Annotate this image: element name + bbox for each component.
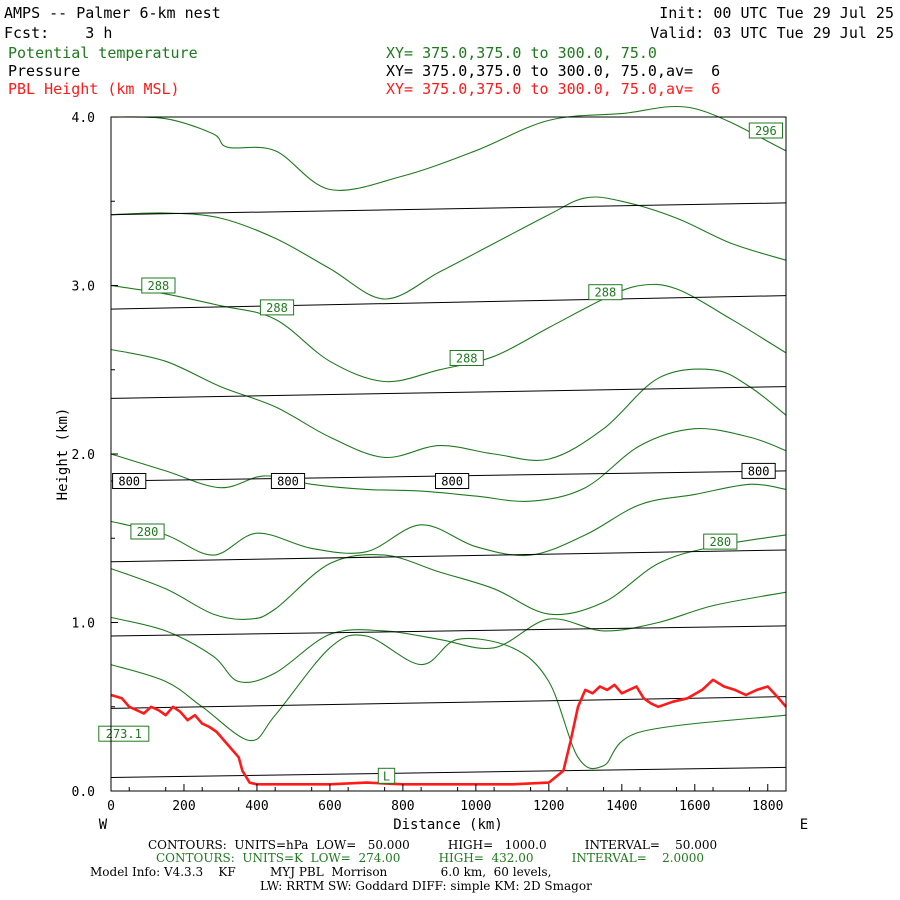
y-tick-label-3: 3.0 [72, 280, 95, 295]
theta-contour-3 [110, 348, 787, 461]
theta-label-2-box [259, 299, 295, 316]
theta-label-1: 288 [148, 279, 170, 293]
theta-label-4-box [588, 284, 623, 301]
pressure-contour-0 [110, 766, 787, 778]
x-tick-label-0: 0 [107, 799, 115, 814]
x-tick-label-9: 1800 [752, 799, 783, 814]
field-pbl-name: PBL Height (km MSL) [8, 80, 180, 98]
theta-contour-5 [110, 483, 787, 557]
theta-contour-1 [110, 196, 787, 300]
x-tick-label-1: 200 [172, 799, 195, 814]
footer-physics-info: LW: RRTM SW: Goddard DIFF: simple KM: 2D… [260, 879, 592, 893]
pressure-contour-6 [110, 295, 787, 310]
field-theta-name: Potential temperature [8, 44, 198, 62]
theta-label-8-box [377, 767, 396, 784]
theta-label-4: 288 [595, 286, 617, 300]
theta-label-3-box [449, 350, 484, 366]
theta-label-6: 280 [709, 535, 731, 549]
footer-theta-contours: CONTOURS: UNITS=K LOW= 274.00 HIGH= 432.… [156, 851, 705, 865]
footer-pressure-contours: CONTOURS: UNITS=hPa LOW= 50.000 HIGH= 10… [148, 838, 718, 852]
pressure-contour-3 [110, 549, 787, 563]
pressure-label-2: 800 [441, 475, 463, 489]
pressure-label-1: 800 [277, 475, 299, 489]
field-pressure-xy: XY= 375.0,375.0 to 300.0, 75.0,av= 6 [386, 62, 721, 80]
theta-contour-6 [110, 534, 787, 620]
field-pressure-name: Pressure [8, 62, 81, 80]
pressure-contour-1 [110, 696, 787, 709]
pressure-label-2-box [435, 473, 470, 489]
west-label: W [99, 817, 108, 833]
theta-contour-0 [110, 105, 787, 191]
x-axis-label: Distance (km) [393, 817, 503, 833]
theta-label-8: L [383, 769, 390, 783]
chart-title: AMPS -- Palmer 6-km nest [4, 4, 221, 22]
pressure-label-1-box [270, 473, 306, 489]
y-tick-label-4: 4.0 [72, 111, 95, 126]
valid-time: Valid: 03 UTC Tue 29 Jul 25 [650, 24, 894, 42]
y-tick-label-0: 0.0 [72, 785, 95, 800]
theta-contour-8 [110, 634, 787, 770]
theta-label-6-box [703, 533, 738, 550]
footer-model-info: Model Info: V4.3.3 KF MYJ PBL Morrison 6… [90, 865, 552, 879]
theta-label-0: 296 [755, 124, 777, 138]
pressure-contour-5 [110, 386, 787, 399]
forecast-hour: Fcst: 3 h [4, 24, 113, 42]
y-axis-label: Height (km) [55, 408, 71, 501]
pressure-label-0-box [112, 473, 147, 489]
pressure-label-3: 800 [748, 464, 770, 478]
pressure-contour-7 [110, 202, 787, 216]
theta-label-5-box [130, 523, 165, 540]
x-tick-label-7: 1400 [606, 799, 637, 814]
field-theta-xy: XY= 375.0,375.0 to 300.0, 75.0 [386, 44, 657, 62]
x-tick-label-3: 600 [318, 799, 341, 814]
theta-label-3: 288 [456, 352, 478, 366]
theta-label-0-box [748, 122, 783, 139]
theta-label-7: 273.1 [106, 727, 142, 741]
theta-label-2: 288 [266, 301, 288, 315]
pbl-height-line [110, 678, 787, 786]
pressure-label-3-box [741, 462, 776, 479]
east-label: E [800, 817, 808, 833]
x-tick-label-4: 800 [391, 799, 414, 814]
plot-area: 296 288 288 288 288 280 280 273.1 L 800 800 800 800 0… [72, 105, 787, 814]
x-tick-label-5: 1000 [460, 799, 491, 814]
y-tick-label-1: 1.0 [72, 617, 95, 632]
pressure-contour-2 [110, 625, 787, 637]
x-tick-label-2: 400 [245, 799, 268, 814]
theta-contour-2 [110, 283, 787, 383]
pressure-label-0: 800 [118, 475, 140, 489]
field-pbl-xy: XY= 375.0,375.0 to 300.0, 75.0,av= 6 [386, 80, 721, 98]
y-tick-label-2: 2.0 [72, 448, 95, 463]
theta-label-5: 280 [137, 525, 159, 539]
plot-frame [110, 116, 787, 792]
x-tick-label-6: 1200 [533, 799, 564, 814]
theta-contour-7 [110, 591, 787, 684]
theta-label-1-box [141, 277, 176, 294]
theta-contour-4 [110, 427, 787, 503]
x-tick-label-8: 1600 [679, 799, 710, 814]
init-time: Init: 00 UTC Tue 29 Jul 25 [659, 4, 894, 22]
